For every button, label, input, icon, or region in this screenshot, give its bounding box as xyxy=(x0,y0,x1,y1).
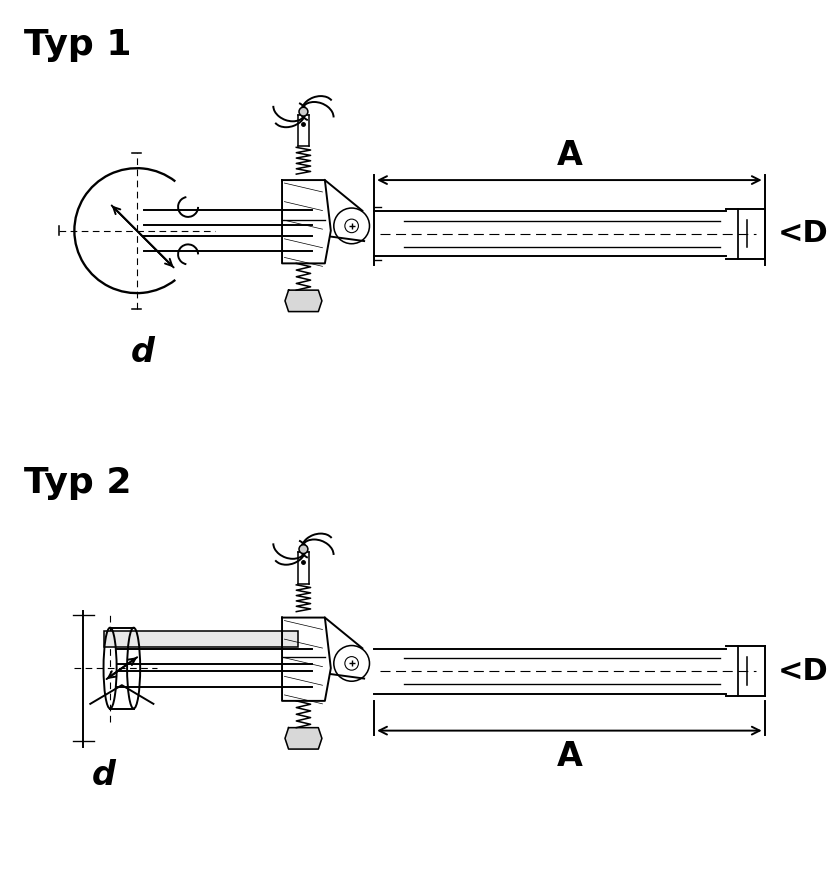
Text: A: A xyxy=(556,740,582,774)
Polygon shape xyxy=(285,728,322,749)
Circle shape xyxy=(299,108,308,116)
Text: A: A xyxy=(556,139,582,172)
Text: Typ 2: Typ 2 xyxy=(24,466,132,500)
Text: <D: <D xyxy=(778,656,828,686)
Text: Typ 1: Typ 1 xyxy=(24,28,132,62)
Text: <D: <D xyxy=(778,219,828,248)
Text: d: d xyxy=(92,760,116,792)
Bar xyxy=(104,631,297,647)
Circle shape xyxy=(299,545,308,554)
Text: d: d xyxy=(131,336,155,369)
Polygon shape xyxy=(285,290,322,312)
